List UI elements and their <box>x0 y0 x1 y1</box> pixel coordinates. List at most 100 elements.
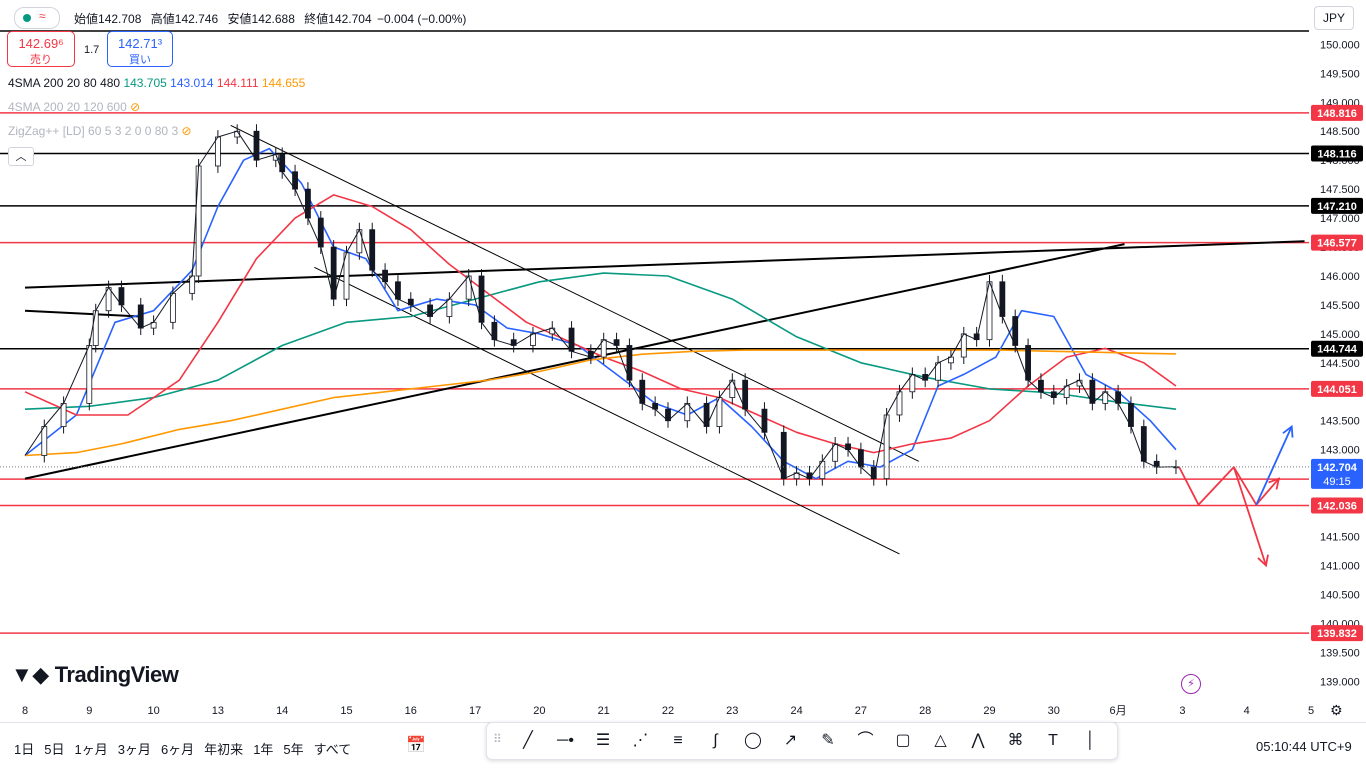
curve-icon[interactable]: ⌒ <box>857 732 874 749</box>
x-tick-label: 23 <box>726 705 738 717</box>
parallel-lines-icon[interactable]: ☰ <box>595 732 611 749</box>
candle-body[interactable] <box>761 408 768 433</box>
level-price-tag[interactable] <box>1311 197 1363 214</box>
collapse-legend-button[interactable]: ︿ <box>8 147 34 166</box>
candle-body[interactable] <box>195 165 202 277</box>
candle-body[interactable] <box>41 426 48 456</box>
channel-icon[interactable]: ≡ <box>673 732 683 749</box>
candle-body[interactable] <box>253 130 260 161</box>
level-price-label: 147.210 <box>1317 201 1357 213</box>
y-tick-label: 140.500 <box>1320 589 1360 601</box>
text-icon[interactable]: T <box>1048 732 1058 749</box>
last-price-tag[interactable] <box>1311 458 1363 489</box>
range-button-8[interactable]: すべて <box>313 742 352 757</box>
buy-label: 買い <box>129 54 151 66</box>
trendline[interactable] <box>230 124 919 462</box>
high-value: 142.746 <box>174 12 219 26</box>
candle-body[interactable] <box>214 136 221 167</box>
y-tick-label: 143.000 <box>1320 445 1360 457</box>
indicator-name: 4SMA 200 20 120 600 <box>8 100 127 114</box>
trend-line-icon[interactable]: ╱ <box>523 732 533 749</box>
vertical-line-icon[interactable]: │ <box>1085 732 1096 749</box>
sma-line[interactable] <box>24 272 1177 410</box>
high-label: 高値 <box>150 12 175 26</box>
candle-body[interactable] <box>86 345 93 404</box>
x-tick-label: 5 <box>1308 705 1314 717</box>
candle-body[interactable] <box>568 327 575 352</box>
y-tick-label: 141.000 <box>1320 561 1360 573</box>
brush-icon[interactable]: ✎ <box>821 732 835 749</box>
path-icon[interactable]: ∫ <box>713 732 718 749</box>
y-tick-label: 146.000 <box>1320 271 1360 283</box>
arrow-head[interactable] <box>1257 554 1269 568</box>
indicator-4sma-hidden-legend[interactable]: 4SMA 200 20 120 600 ⊘ <box>8 100 140 114</box>
level-price-tag[interactable] <box>1311 145 1363 162</box>
fib-icon[interactable]: ⋰ <box>632 732 649 749</box>
market-status-badge[interactable]: ≈ <box>14 7 60 29</box>
range-button-6[interactable]: 1年 <box>253 742 274 757</box>
range-button-4[interactable]: 6ヶ月 <box>160 742 195 757</box>
range-button-5[interactable]: 年初来 <box>204 742 244 757</box>
buy-button[interactable]: 142.71³ 買い <box>107 31 173 67</box>
horizontal-ray-icon[interactable]: ─• <box>557 732 574 749</box>
sma-line[interactable] <box>24 194 1177 454</box>
pattern-icon[interactable]: ⌘ <box>1007 732 1024 749</box>
open-label: 始値 <box>74 12 99 26</box>
arrow-head[interactable] <box>1268 477 1281 490</box>
level-price-tag[interactable] <box>1311 234 1363 251</box>
sma-value-3: 144.111 <box>216 76 259 90</box>
range-button-7[interactable]: 5年 <box>283 742 304 757</box>
drawing-toolbar: ⠿ ╱ ─• ☰ ⋰ ≡ ∫ ◯ ↗ ✎ ⌒ ▢ △ ⋀ ⌘ T │ <box>486 722 1118 760</box>
candle-body[interactable] <box>92 310 99 346</box>
calendar-range-icon[interactable]: 📅 <box>406 737 426 754</box>
trendline[interactable] <box>24 240 1305 289</box>
indicator-4sma-legend[interactable]: 4SMA 200 20 80 480 143.705 143.014 144.1… <box>8 76 305 90</box>
indicator-zigzag-legend[interactable]: ZigZag++ [LD] 60 5 3 2 0 0 80 3 ⊘ <box>8 124 192 138</box>
candle-body[interactable] <box>446 298 453 317</box>
hidden-eye-icon[interactable]: ⊘ <box>181 124 192 138</box>
scenario-arrow-line[interactable] <box>1255 426 1293 506</box>
clock[interactable]: 05:10:44 UTC+9 <box>1256 739 1352 754</box>
level-price-tag[interactable] <box>1311 340 1363 357</box>
candle-body[interactable] <box>169 292 176 323</box>
candle-body[interactable] <box>137 304 144 329</box>
trendline[interactable] <box>24 243 1125 480</box>
price-chart[interactable]: 139.000139.500140.000140.500141.000141.5… <box>0 0 1366 722</box>
candle-body[interactable] <box>780 431 787 480</box>
level-price-tag[interactable] <box>1311 380 1363 397</box>
x-tick-label: 10 <box>147 705 159 717</box>
triangle-icon[interactable]: △ <box>934 732 947 749</box>
y-tick-label: 150.000 <box>1320 39 1360 51</box>
level-price-tag[interactable] <box>1311 625 1363 642</box>
ellipse-icon[interactable]: ◯ <box>744 732 762 749</box>
hidden-eye-icon[interactable]: ⊘ <box>130 100 141 114</box>
range-button-1[interactable]: 5日 <box>44 742 65 757</box>
trendline[interactable] <box>24 309 141 318</box>
lightning-icon[interactable]: ⚡ <box>1181 674 1201 694</box>
range-button-3[interactable]: 3ヶ月 <box>117 742 151 757</box>
candle-body[interactable] <box>465 275 472 300</box>
range-button-0[interactable]: 1日 <box>14 742 35 757</box>
y-tick-label: 144.500 <box>1320 358 1360 370</box>
level-price-tag[interactable] <box>1311 104 1363 121</box>
arrow-icon[interactable]: ↗ <box>783 732 798 749</box>
spread-value: 1.7 <box>84 44 100 56</box>
sell-button[interactable]: 142.69⁶ 売り <box>7 31 75 67</box>
gear-icon[interactable]: ⚙ <box>1330 702 1343 718</box>
currency-selector[interactable]: JPY <box>1314 6 1354 30</box>
trendline[interactable] <box>314 266 900 555</box>
candle-body[interactable] <box>189 275 196 294</box>
polyline-icon[interactable]: ⋀ <box>971 732 985 749</box>
candle-body[interactable] <box>279 153 286 173</box>
price-line[interactable] <box>24 130 1177 480</box>
candle-body[interactable] <box>530 333 536 346</box>
sma-line[interactable] <box>24 349 1177 457</box>
y-tick-label: 143.500 <box>1320 416 1360 428</box>
rectangle-icon[interactable]: ▢ <box>895 732 911 749</box>
scenario-arrow-line[interactable] <box>1232 466 1267 566</box>
range-button-2[interactable]: 1ヶ月 <box>74 742 108 757</box>
candle-body[interactable] <box>60 402 67 427</box>
arrow-head[interactable] <box>1282 424 1294 438</box>
drag-handle-icon[interactable]: ⠿ <box>493 732 502 746</box>
level-price-tag[interactable] <box>1311 497 1363 514</box>
